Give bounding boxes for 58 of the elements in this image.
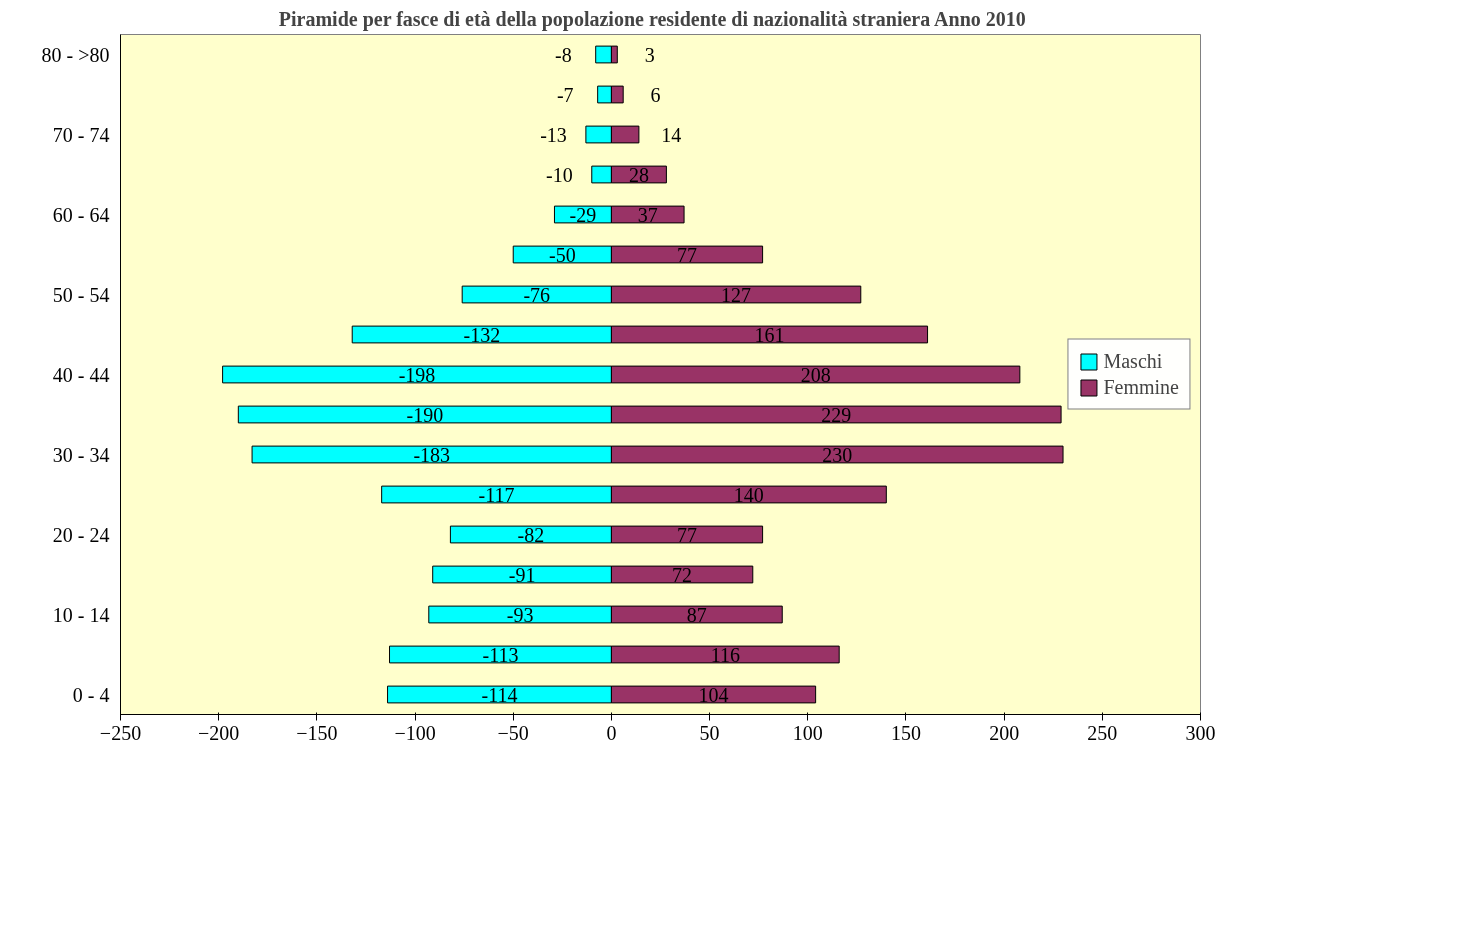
data-label: -190 bbox=[406, 403, 444, 426]
data-label: -114 bbox=[481, 683, 518, 706]
x-tick-label: 50 bbox=[699, 721, 720, 744]
x-tick-label: 0 bbox=[606, 721, 617, 744]
data-label: 140 bbox=[733, 483, 764, 506]
x-tick-label: 250 bbox=[1087, 721, 1118, 744]
data-label: -132 bbox=[463, 323, 501, 346]
data-label: 229 bbox=[821, 403, 852, 426]
x-tick-label: 150 bbox=[890, 721, 921, 744]
data-label: 28 bbox=[628, 163, 649, 186]
data-label: 6 bbox=[650, 83, 661, 106]
data-label: 37 bbox=[637, 203, 658, 226]
y-tick-label: 50 - 54 bbox=[52, 283, 110, 306]
chart-title: Piramide per fasce di età della popolazione residente di nazionalità straniera Anno 2010 bbox=[278, 7, 1026, 31]
data-label: -113 bbox=[482, 643, 519, 666]
x-tick-label: 100 bbox=[792, 721, 823, 744]
data-label: 77 bbox=[677, 523, 698, 546]
y-tick-label: 80 - >80 bbox=[41, 43, 110, 66]
legend-label: Femmine bbox=[1103, 375, 1179, 399]
data-label: -183 bbox=[413, 443, 451, 466]
data-label: 161 bbox=[754, 323, 785, 346]
data-label: -10 bbox=[546, 163, 573, 186]
data-label: -82 bbox=[517, 523, 545, 546]
data-label: -50 bbox=[548, 243, 576, 266]
data-label: 14 bbox=[661, 123, 682, 146]
data-label: -198 bbox=[398, 363, 436, 386]
data-label: -91 bbox=[508, 563, 536, 586]
data-label: -93 bbox=[506, 603, 534, 626]
data-label: -76 bbox=[523, 283, 551, 306]
data-label: -8 bbox=[554, 43, 572, 66]
x-tick-label: −100 bbox=[394, 721, 436, 744]
data-label: -13 bbox=[540, 123, 567, 146]
x-tick-label: 300 bbox=[1185, 721, 1216, 744]
y-tick-label: 30 - 34 bbox=[52, 443, 110, 466]
y-tick-label: 60 - 64 bbox=[52, 203, 110, 226]
y-tick-label: 70 - 74 bbox=[52, 123, 110, 146]
x-tick-label: 200 bbox=[989, 721, 1020, 744]
data-label: -7 bbox=[556, 83, 574, 106]
y-tick-label: 10 - 14 bbox=[52, 603, 110, 626]
x-tick-label: −250 bbox=[99, 721, 142, 744]
data-label: 72 bbox=[672, 563, 693, 586]
data-label: 208 bbox=[800, 363, 831, 386]
data-label: 230 bbox=[822, 443, 853, 466]
data-label: -117 bbox=[478, 483, 515, 506]
data-label: 3 bbox=[644, 43, 655, 66]
data-label: 116 bbox=[710, 643, 740, 666]
legend-label: Maschi bbox=[1103, 349, 1163, 373]
x-tick-label: −50 bbox=[497, 721, 529, 744]
data-label: 104 bbox=[698, 683, 729, 706]
y-tick-label: 0 - 4 bbox=[72, 683, 110, 706]
data-label: 87 bbox=[686, 603, 707, 626]
y-tick-label: 20 - 24 bbox=[52, 523, 110, 546]
x-tick-label: −150 bbox=[296, 721, 338, 744]
y-tick-label: 40 - 44 bbox=[52, 363, 110, 386]
data-label: 127 bbox=[721, 283, 752, 306]
data-label: 77 bbox=[677, 243, 698, 266]
data-label: -29 bbox=[569, 203, 597, 226]
x-tick-label: −200 bbox=[198, 721, 240, 744]
